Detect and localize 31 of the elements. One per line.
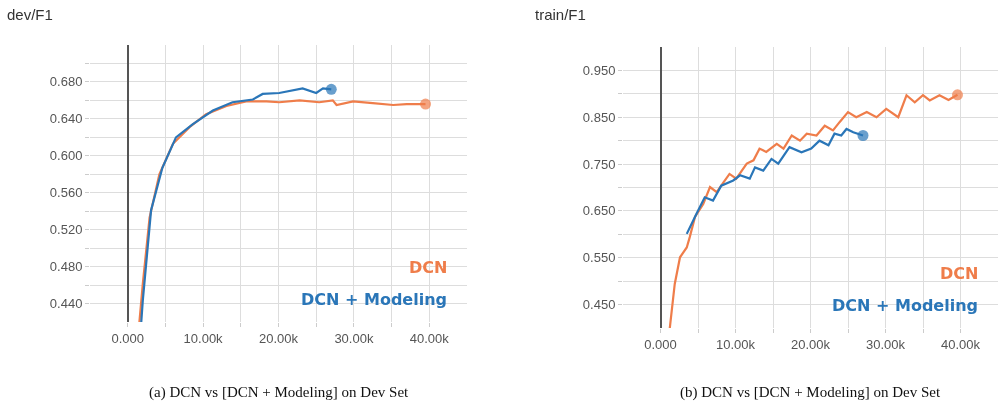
y-tick-label: 0.650 [582,203,616,219]
y-tick-label: 0.950 [582,62,616,78]
text: (b) DCN vs [DCN + Modeling] on Dev Set [680,384,941,401]
y-tick-label: 0.750 [582,156,616,172]
x-tick-label: 10.00k [715,336,756,352]
x-tick-label: 0.000 [111,330,144,346]
x-tick-label: 0.000 [644,336,677,352]
y-tick-label: 0.640 [49,111,83,127]
y-tick-label: 0.850 [582,109,616,125]
text: DCN + Modeling [832,296,978,315]
text: DCN [940,264,979,283]
x-tick-label: 20.00k [258,330,299,346]
chart-title: dev/F1 [7,6,53,23]
y-tick-label: 0.550 [582,250,616,266]
x-tick-label: 40.00k [940,336,981,352]
text: (a) DCN vs [DCN + Modeling] on Dev Set [149,384,410,401]
y-tick-label: 0.440 [49,296,83,312]
y-tick-label: 0.680 [49,74,83,90]
y-tick-label: 0.450 [582,297,616,313]
x-tick-label: 20.00k [790,336,831,352]
chart-title: train/F1 [535,6,586,23]
y-tick-label: 0.560 [49,185,83,201]
y-tick-label: 0.480 [49,259,83,275]
text: DCN + Modeling [301,290,447,309]
x-tick-label: 10.00k [183,330,224,346]
text: DCN [409,258,448,277]
x-tick-label: 30.00k [865,336,906,352]
x-tick-label: 30.00k [334,330,374,346]
y-tick-label: 0.520 [49,222,83,238]
x-tick-label: 40.00k [409,330,450,346]
y-tick-label: 0.600 [49,148,83,164]
